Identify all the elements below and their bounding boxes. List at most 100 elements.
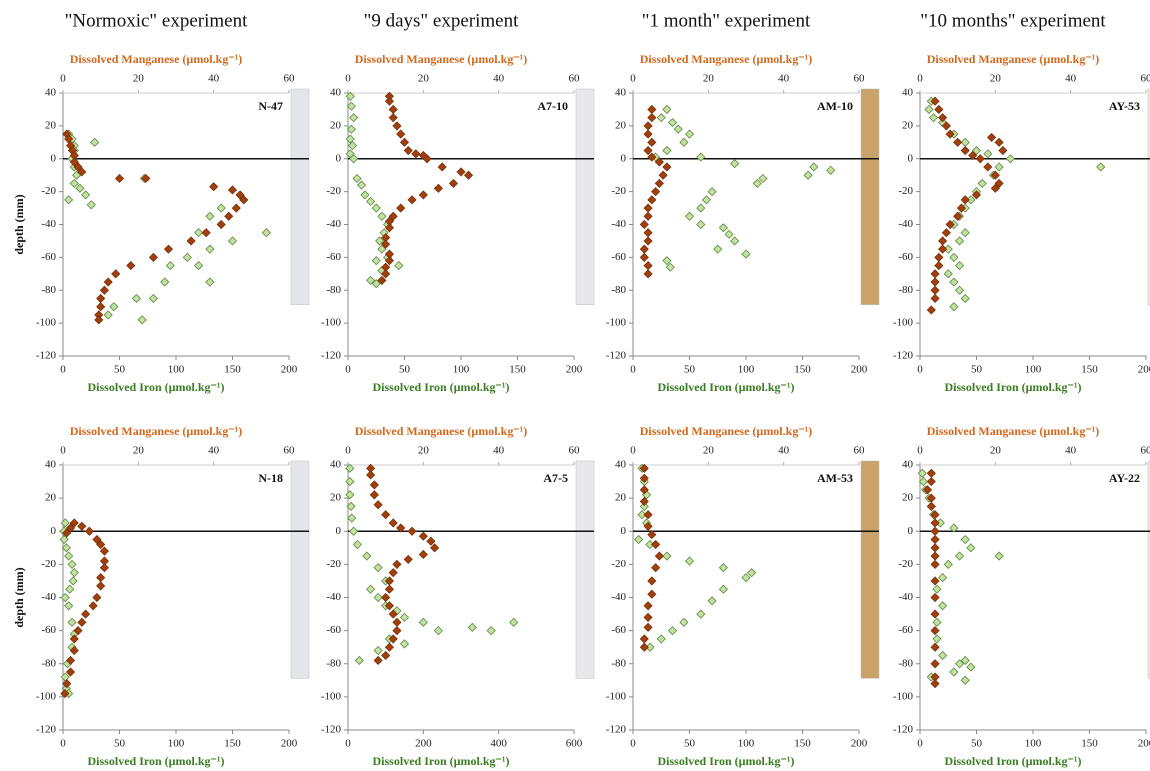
- data-point: [467, 622, 477, 632]
- y-tick-label: -100: [36, 690, 57, 702]
- y-tick-label: -80: [41, 657, 56, 669]
- data-point: [707, 187, 717, 197]
- data-point: [809, 162, 819, 172]
- data-point: [656, 634, 666, 644]
- core-photo: [860, 88, 880, 305]
- data-point: [647, 195, 657, 205]
- data-point: [345, 463, 355, 473]
- data-point: [96, 573, 106, 583]
- data-point: [718, 584, 728, 594]
- x2-tick-label: 40: [493, 73, 505, 85]
- y-tick-label: 20: [45, 492, 57, 504]
- data-point: [103, 277, 113, 287]
- x2-tick-label: 0: [917, 445, 923, 457]
- y-tick-label: -40: [898, 591, 913, 603]
- x2-tick-label: 0: [60, 445, 66, 457]
- data-point: [163, 244, 174, 254]
- y-tick-label: 20: [902, 492, 914, 504]
- x-axis-label: Dissolved Iron (µmol.kg⁻¹): [945, 754, 1082, 768]
- y-tick-label: -40: [326, 218, 341, 230]
- data-point: [647, 589, 657, 599]
- y-tick-label: -20: [898, 558, 913, 570]
- data-point: [968, 150, 978, 161]
- data-point: [456, 167, 466, 177]
- core-label: A7-5: [543, 471, 568, 485]
- data-point: [647, 113, 657, 123]
- data-point: [349, 113, 359, 123]
- x-tick-label: 0: [630, 738, 636, 750]
- data-point: [205, 277, 215, 287]
- data-point: [403, 145, 413, 156]
- data-point: [394, 261, 404, 271]
- data-point: [651, 187, 661, 197]
- data-point: [643, 228, 653, 238]
- data-point: [75, 183, 85, 193]
- x-tick-label: 150: [509, 364, 526, 376]
- y-tick-label: 40: [902, 87, 914, 99]
- data-point: [960, 655, 970, 666]
- data-point: [960, 137, 970, 147]
- core-label: AM-53: [817, 471, 853, 485]
- data-point: [349, 526, 359, 536]
- y-tick-label: -60: [611, 624, 626, 636]
- data-point: [392, 121, 402, 131]
- x-tick-label: 0: [345, 738, 351, 750]
- data-point: [662, 162, 672, 172]
- data-point: [938, 573, 948, 583]
- data-point: [953, 137, 963, 147]
- data-point: [954, 236, 965, 246]
- x2-tick-label: 20: [418, 73, 430, 85]
- x-tick-label: 150: [794, 364, 811, 376]
- y-tick-label: 40: [45, 87, 57, 99]
- data-point: [81, 609, 91, 619]
- x-tick-label: 50: [684, 364, 696, 376]
- data-point: [224, 211, 234, 221]
- data-point: [73, 162, 83, 172]
- data-point: [347, 513, 357, 523]
- data-point: [679, 617, 689, 627]
- x-tick-label: 100: [738, 364, 755, 376]
- data-point: [88, 601, 98, 611]
- data-point: [375, 236, 385, 246]
- x2-axis-label: Dissolved Manganese (µmol.kg⁻¹): [927, 52, 1100, 66]
- x2-axis-label: Dissolved Manganese (µmol.kg⁻¹): [640, 52, 813, 66]
- data-point: [922, 485, 933, 495]
- data-point: [930, 551, 940, 561]
- data-point: [665, 262, 675, 272]
- x-tick-label: 400: [490, 738, 507, 750]
- x-tick-label: 200: [851, 364, 868, 376]
- data-point: [971, 190, 982, 200]
- data-point: [930, 543, 940, 553]
- x-tick-label: 100: [453, 364, 470, 376]
- y-tick-label: 40: [330, 459, 342, 471]
- data-point: [696, 609, 706, 619]
- data-point: [930, 96, 940, 106]
- x2-tick-label: 0: [60, 73, 66, 85]
- core-photo: [1147, 460, 1150, 679]
- core-photo: [860, 460, 880, 679]
- data-point: [103, 310, 113, 320]
- data-point: [384, 601, 394, 611]
- data-point: [934, 252, 944, 262]
- data-point: [930, 559, 940, 569]
- x2-tick-label: 20: [133, 445, 145, 457]
- data-point: [384, 642, 394, 652]
- data-point: [486, 626, 496, 636]
- data-point: [216, 203, 226, 213]
- data-point: [960, 195, 970, 205]
- data-point: [354, 655, 364, 666]
- y-tick-label: -120: [321, 350, 342, 362]
- data-point: [639, 642, 649, 652]
- data-point: [1096, 162, 1106, 172]
- data-point: [930, 592, 940, 603]
- data-point: [399, 639, 410, 649]
- data-point: [422, 154, 432, 164]
- data-point: [96, 293, 106, 304]
- data-point: [381, 650, 391, 661]
- y-tick-label: -20: [611, 185, 626, 197]
- data-point: [926, 468, 936, 478]
- x-axis-label: Dissolved Iron (µmol.kg⁻¹): [88, 380, 225, 394]
- data-point: [77, 167, 87, 177]
- data-point: [463, 170, 474, 180]
